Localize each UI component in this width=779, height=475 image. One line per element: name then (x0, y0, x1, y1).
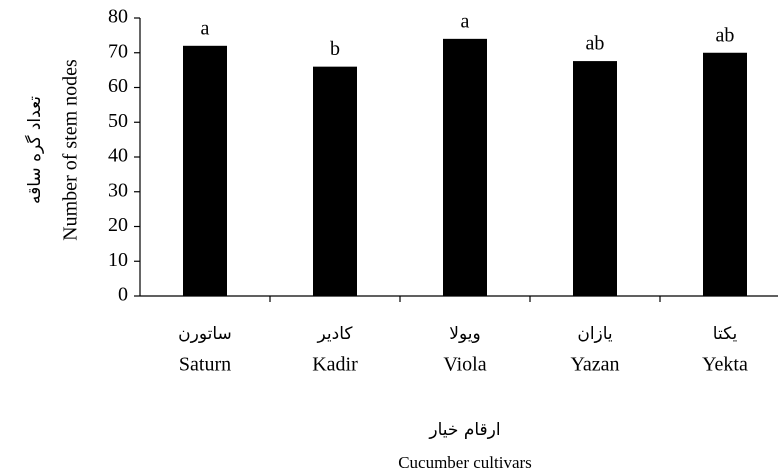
bar-annotation: a (461, 10, 470, 32)
bar (183, 45, 227, 296)
y-tick-label: 60 (108, 75, 128, 97)
x-axis-label-fa: ارقام خیار (428, 420, 500, 440)
bar (443, 38, 487, 296)
x-axis-label: Cucumber cultivars (398, 453, 532, 472)
y-axis-label-fa: تعداد گره ساقه (24, 96, 45, 204)
y-tick-label: 80 (108, 6, 128, 28)
y-tick-label: 70 (108, 40, 128, 62)
y-tick-label: 50 (108, 110, 128, 132)
bar-annotation: b (330, 38, 340, 60)
x-tick-label: Viola (443, 354, 486, 376)
y-tick-label: 20 (108, 214, 128, 236)
x-tick-label-fa: ویولا (449, 324, 480, 344)
x-tick-label: Saturn (179, 354, 231, 376)
bar (703, 52, 747, 296)
bar-annotation: ab (716, 24, 735, 46)
y-tick-label: 30 (108, 179, 128, 201)
x-tick-label-fa: ساتورن (178, 324, 232, 344)
bar-annotation: a (201, 17, 210, 39)
x-tick-label-fa: یکتا (713, 324, 738, 344)
y-tick-label: 0 (118, 284, 128, 306)
x-tick-label: Kadir (312, 354, 358, 376)
y-tick-label: 10 (108, 249, 128, 271)
x-tick-label: Yekta (702, 354, 748, 376)
x-tick-label-fa: کادیر (317, 324, 354, 344)
bar (573, 61, 617, 297)
x-tick-label-fa: یازان (577, 324, 613, 344)
x-tick-label: Yazan (570, 354, 619, 376)
y-axis-label: Number of stem nodes (60, 59, 82, 241)
bar-annotation: ab (586, 33, 605, 55)
y-tick-label: 40 (108, 145, 128, 167)
bar (313, 66, 357, 297)
